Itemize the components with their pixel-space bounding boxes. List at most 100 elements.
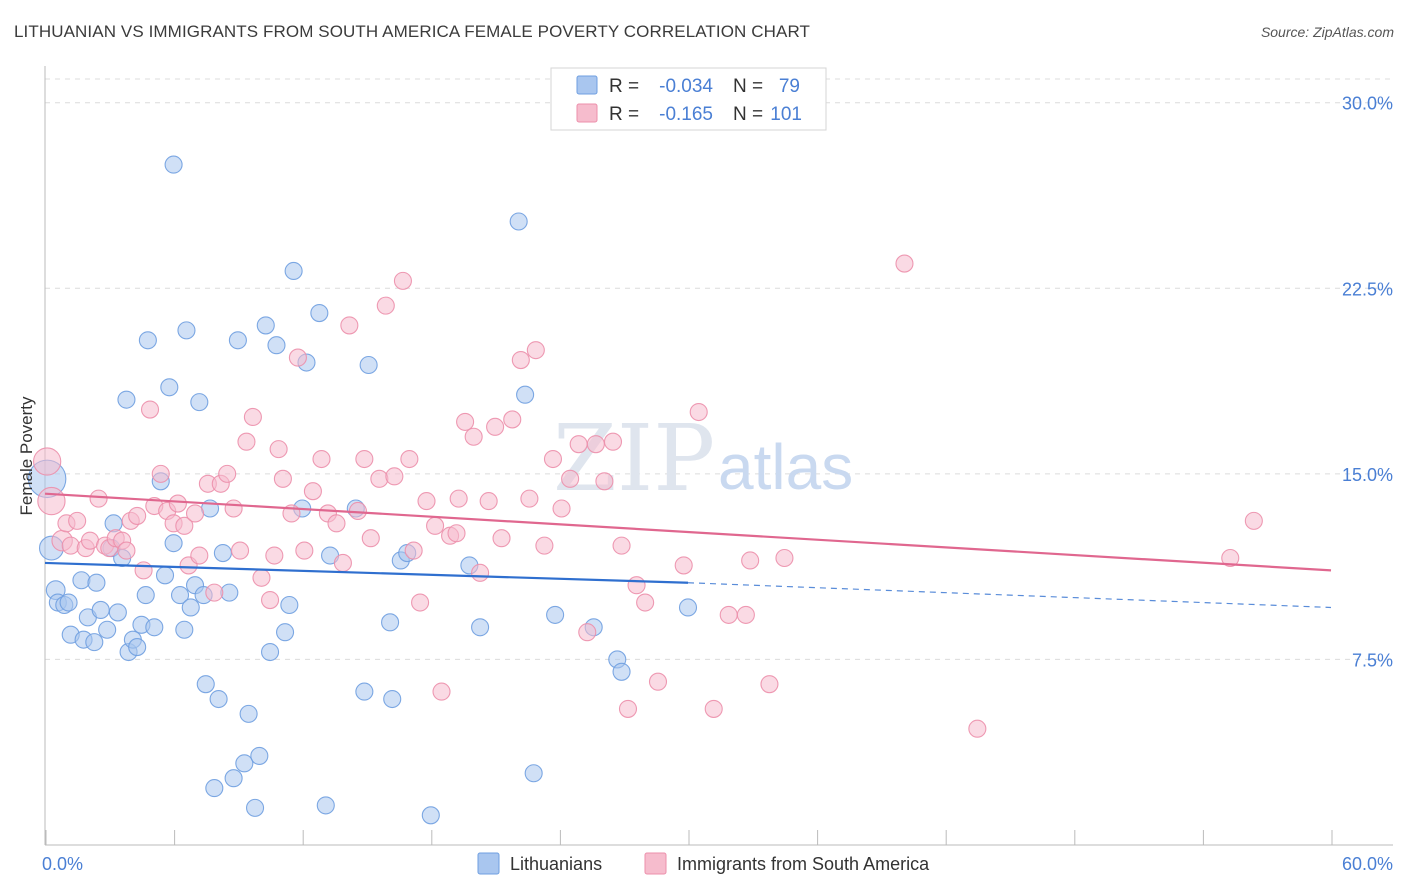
point-lithuanians <box>181 598 200 617</box>
point-immigrants <box>243 407 262 427</box>
point-lithuanians <box>471 618 490 637</box>
point-immigrants <box>426 516 445 535</box>
series-immigrants-south-america <box>32 254 1263 738</box>
point-immigrants <box>260 591 280 610</box>
point-immigrants <box>760 675 779 694</box>
point-lithuanians <box>170 586 190 605</box>
point-immigrants <box>569 435 588 454</box>
point-immigrants <box>526 341 545 360</box>
point-lithuanians <box>59 593 78 612</box>
point-immigrants <box>393 271 412 290</box>
point-immigrants <box>252 568 271 587</box>
legend-r-value-1: -0.034 <box>659 76 713 97</box>
chart-title: LITHUANIAN VS IMMIGRANTS FROM SOUTH AMER… <box>14 22 811 41</box>
point-immigrants <box>704 699 723 718</box>
bottom-legend-swatch-pink <box>644 852 667 875</box>
trend-lines <box>44 492 1332 609</box>
point-lithuanians <box>516 385 535 404</box>
point-lithuanians <box>209 689 228 709</box>
point-immigrants <box>741 551 760 570</box>
legend-swatch-blue <box>576 75 598 95</box>
point-immigrants <box>168 494 187 513</box>
point-lithuanians <box>196 675 215 694</box>
point-immigrants <box>1221 548 1240 568</box>
trend-line-lithuanians <box>44 561 689 584</box>
point-immigrants <box>411 593 430 612</box>
point-immigrants <box>486 417 505 436</box>
point-immigrants <box>968 719 987 738</box>
point-lithuanians <box>284 261 303 281</box>
point-immigrants <box>612 536 631 555</box>
point-immigrants <box>503 410 522 429</box>
point-immigrants <box>492 529 511 548</box>
point-lithuanians <box>145 618 164 637</box>
point-immigrants <box>288 348 307 367</box>
point-immigrants <box>269 440 288 459</box>
point-immigrants <box>456 412 475 431</box>
point-lithuanians <box>228 331 247 350</box>
legend-n-value-1: 79 <box>779 76 800 97</box>
point-immigrants <box>128 506 147 525</box>
point-immigrants <box>627 576 646 595</box>
point-immigrants <box>595 472 614 491</box>
point-immigrants <box>719 605 738 624</box>
point-lithuanians <box>87 573 106 592</box>
point-lithuanians <box>612 662 631 681</box>
point-lithuanians <box>72 571 91 590</box>
legend-r-label-2: R = <box>609 104 639 125</box>
point-immigrants <box>355 449 374 469</box>
point-immigrants <box>89 489 108 508</box>
point-lithuanians <box>104 514 123 533</box>
legend-r-value-2: -0.165 <box>659 104 713 125</box>
point-lithuanians <box>177 321 196 340</box>
point-immigrants <box>273 469 292 488</box>
point-immigrants <box>417 492 436 511</box>
point-immigrants <box>140 400 160 419</box>
point-immigrants <box>689 402 708 422</box>
legend-r-label-1: R = <box>609 76 639 97</box>
point-immigrants <box>340 316 359 335</box>
point-immigrants <box>295 541 314 560</box>
point-lithuanians <box>235 754 254 773</box>
y-axis-label: Female Poverty <box>17 396 36 516</box>
point-lithuanians <box>175 620 194 639</box>
point-lithuanians <box>164 155 183 174</box>
point-immigrants <box>449 489 468 508</box>
chart-source: Source: ZipAtlas.com <box>1260 24 1394 40</box>
point-immigrants <box>578 623 597 642</box>
point-lithuanians <box>205 779 224 798</box>
point-immigrants <box>218 464 237 483</box>
point-immigrants <box>400 449 419 469</box>
point-lithuanians <box>316 796 335 815</box>
legend-n-label-2: N = <box>733 104 763 125</box>
point-immigrants <box>37 486 66 516</box>
bottom-legend-label-lithuanians: Lithuanians <box>510 854 602 874</box>
point-lithuanians <box>250 746 269 765</box>
point-lithuanians <box>267 336 286 355</box>
point-lithuanians <box>509 212 528 231</box>
point-immigrants <box>636 593 655 612</box>
point-lithuanians <box>85 633 104 652</box>
point-lithuanians <box>355 682 374 701</box>
point-immigrants <box>674 556 693 575</box>
series-legend: Lithuanians Immigrants from South Americ… <box>477 852 930 875</box>
point-immigrants <box>511 351 530 370</box>
point-lithuanians <box>136 586 155 605</box>
point-lithuanians <box>381 613 400 632</box>
point-immigrants <box>230 541 250 560</box>
point-lithuanians <box>524 764 543 783</box>
point-immigrants <box>312 449 331 469</box>
point-immigrants <box>561 469 580 488</box>
point-immigrants <box>175 516 194 535</box>
point-lithuanians <box>383 689 402 709</box>
legend-swatch-pink <box>576 103 598 123</box>
point-lithuanians <box>256 316 275 335</box>
point-immigrants <box>586 435 605 454</box>
point-immigrants <box>895 254 914 273</box>
point-immigrants <box>224 499 243 518</box>
point-lithuanians <box>213 543 232 563</box>
point-lithuanians <box>108 603 127 622</box>
point-immigrants <box>265 546 284 565</box>
point-immigrants <box>603 432 623 451</box>
